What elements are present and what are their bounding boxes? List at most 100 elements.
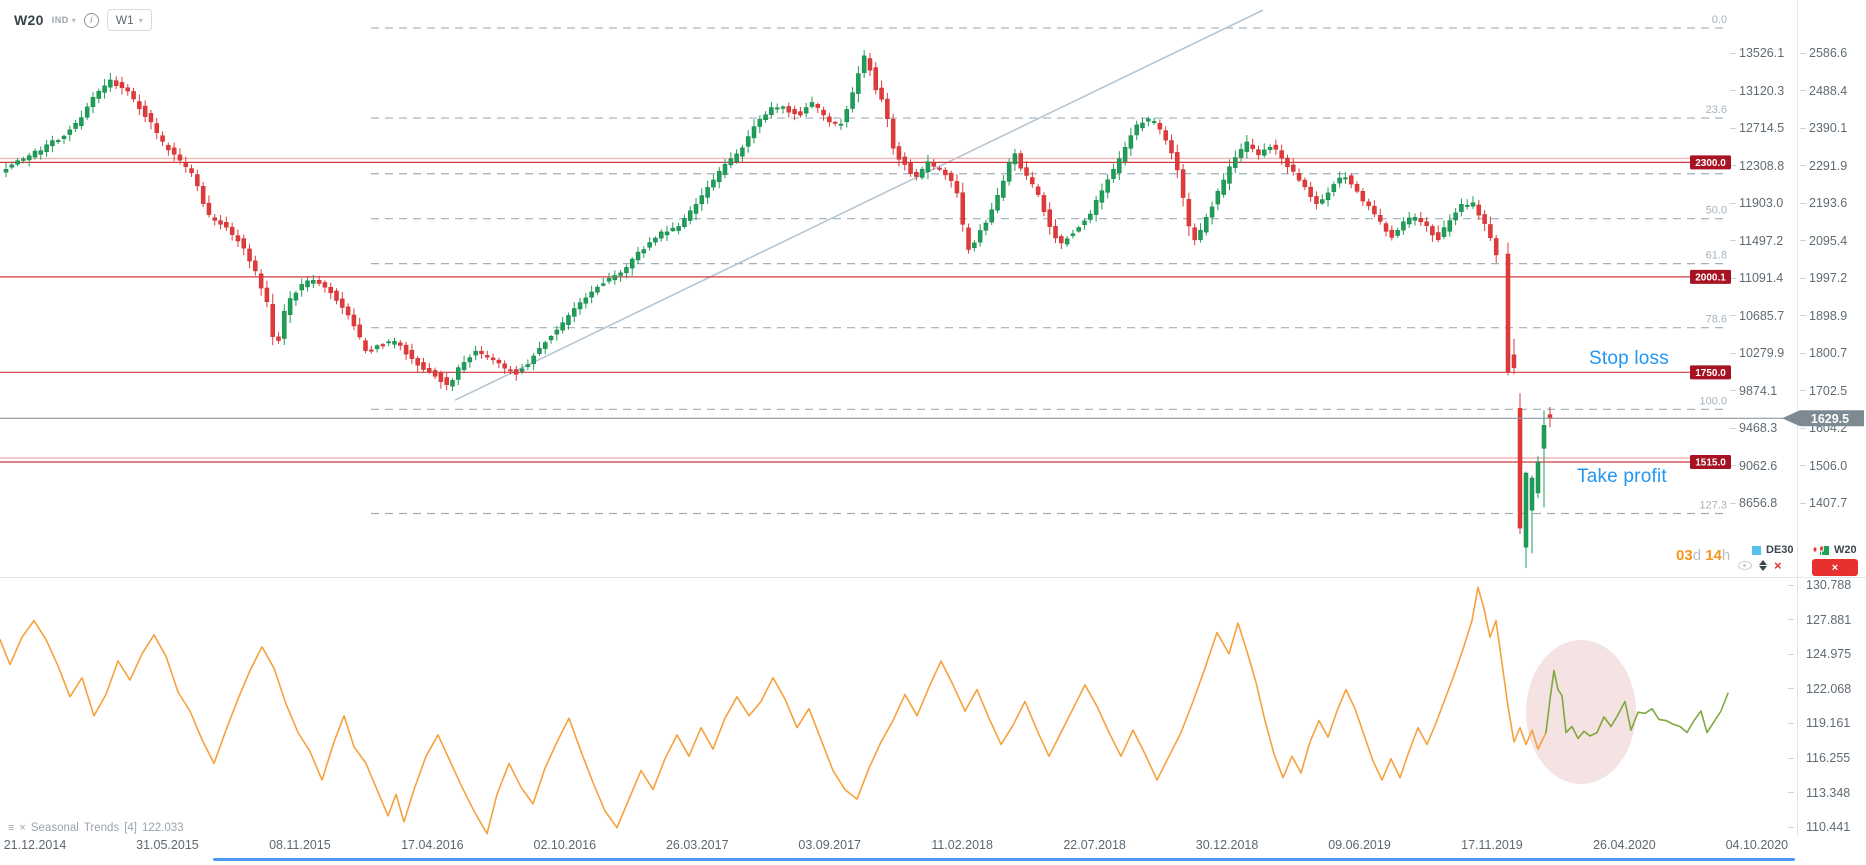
x-axis-date: 04.10.2020 <box>1725 838 1789 852</box>
axis-tick <box>1730 240 1736 241</box>
sort-arrows-icon[interactable] <box>1759 560 1767 571</box>
w20-axis-value: 1506.0 <box>1809 458 1848 473</box>
x-axis-date: 09.06.2019 <box>1328 838 1391 852</box>
axis-tick <box>1730 390 1736 391</box>
svg-text:61.8: 61.8 <box>1706 250 1727 262</box>
svg-text:50.0: 50.0 <box>1706 205 1727 217</box>
de30-axis-value: 13120.3 <box>1739 83 1785 98</box>
axis-tick <box>1800 165 1806 166</box>
de30-axis-value: 10279.9 <box>1739 346 1785 360</box>
info-icon[interactable]: i <box>83 12 99 28</box>
axis-tick <box>1788 584 1794 586</box>
svg-text:100.0: 100.0 <box>1699 395 1727 407</box>
x-axis-date: 22.07.2018 <box>1063 838 1126 852</box>
axis-tick <box>1730 427 1736 429</box>
w20-axis-value: 2095.4 <box>1809 233 1848 248</box>
w20-color-swatch <box>1820 545 1829 555</box>
svg-text:1750.0: 1750.0 <box>1695 368 1726 379</box>
svg-text:1629.5: 1629.5 <box>1811 412 1849 426</box>
svg-text:23.6: 23.6 <box>1706 104 1727 116</box>
de30-axis-value: 9874.1 <box>1739 383 1778 398</box>
indicator-name: Seasonal <box>30 822 79 834</box>
indicator-close-icon[interactable]: × <box>19 822 26 834</box>
legend-de30: DE30 × <box>1738 544 1794 573</box>
timeframe-button[interactable]: W1 ▾ <box>106 9 152 31</box>
instrument-type-dropdown[interactable]: IND ▾ <box>52 15 76 25</box>
x-axis-date: 02.10.2016 <box>533 838 597 852</box>
chart-toolbar: W20 IND ▾ i W1 ▾ <box>14 9 152 31</box>
axis-tick <box>1800 502 1806 504</box>
take-profit-label: Take profit <box>1577 466 1667 487</box>
seasonal-axis-value: 127.881 <box>1806 612 1852 627</box>
stop-loss-label: Stop loss <box>1589 348 1669 369</box>
candlestick-chart[interactable]: 0.0 23.6 50.0 61.8 78.6 100.0 127.3 2300.0 2000.… <box>0 0 1866 577</box>
countdown-hours: 14 <box>1705 547 1722 564</box>
w20-active-badge[interactable]: × <box>1812 544 1858 576</box>
de30-axis-value: 11497.2 <box>1739 233 1784 248</box>
axis-tick <box>1730 277 1736 279</box>
de30-axis-value: 9062.6 <box>1739 458 1778 473</box>
axis-tick <box>1730 465 1736 466</box>
x-axis-date: 17.11.2019 <box>1461 838 1523 852</box>
symbol-name[interactable]: W20 <box>14 12 44 28</box>
de30-axis-value: 12308.8 <box>1739 158 1785 173</box>
axis-tick <box>1800 202 1806 204</box>
indicator-value: 122.033 <box>142 822 184 834</box>
visibility-toggle-icon[interactable] <box>1738 561 1752 570</box>
indicator-menu-icon[interactable]: ≡ <box>8 822 15 834</box>
svg-text:127.3: 127.3 <box>1699 499 1727 511</box>
x-axis-date: 30.12.2018 <box>1195 838 1259 852</box>
de30-legend-label: DE30 <box>1766 544 1794 556</box>
remove-de30-icon[interactable]: × <box>1774 557 1782 573</box>
axis-tick <box>1788 619 1794 621</box>
axis-tick <box>1730 352 1736 354</box>
w20-axis-value: 2291.9 <box>1809 158 1848 173</box>
svg-text:78.6: 78.6 <box>1706 314 1727 326</box>
timeframe-label: W1 <box>115 13 134 27</box>
w20-axis-value: 2586.6 <box>1809 46 1848 60</box>
seasonal-axis-value: 130.788 <box>1806 578 1852 592</box>
svg-text:2000.1: 2000.1 <box>1695 272 1726 283</box>
legend-w20: W20 × <box>1812 544 1858 576</box>
de30-axis-value: 12714.5 <box>1739 121 1785 135</box>
axis-tick <box>1730 502 1736 504</box>
w20-axis-value: 2193.6 <box>1809 196 1848 210</box>
x-axis-date: 31.05.2015 <box>136 838 199 852</box>
w20-axis-value: 1997.2 <box>1809 271 1848 285</box>
axis-tick <box>1800 90 1806 91</box>
seasonal-axis-value: 122.068 <box>1806 681 1852 696</box>
panel-separator-line <box>0 577 1866 578</box>
axis-tick <box>1800 315 1806 316</box>
instrument-type-label: IND <box>51 15 69 25</box>
x-axis-date: 08.11.2015 <box>269 838 331 852</box>
countdown-hours-unit: h <box>1721 547 1731 564</box>
seasonal-trends-chart[interactable] <box>0 577 1866 837</box>
axis-tick <box>1800 127 1806 129</box>
seasonal-axis-value: 116.255 <box>1806 751 1851 765</box>
svg-text:2300.0: 2300.0 <box>1695 158 1726 169</box>
x-axis-date: 03.09.2017 <box>798 838 861 852</box>
de30-axis-value: 9468.3 <box>1739 421 1778 435</box>
de30-axis-value: 11091.4 <box>1739 271 1784 285</box>
seasonal-axis-value: 110.441 <box>1806 820 1851 835</box>
horizontal-scrollbar[interactable] <box>213 858 1795 861</box>
seasonal-axis-value: 113.348 <box>1806 785 1851 800</box>
chevron-down-icon: ▾ <box>138 15 143 25</box>
axis-tick <box>1800 427 1806 429</box>
countdown-days-unit: d <box>1692 547 1702 564</box>
indicator-window: [4] <box>124 822 137 834</box>
axis-tick <box>1788 826 1794 828</box>
axis-tick <box>1800 352 1806 354</box>
axis-tick <box>1730 202 1736 204</box>
x-axis-date: 17.04.2016 <box>401 838 464 852</box>
de30-axis-value: 13526.1 <box>1739 46 1785 60</box>
svg-text:0.0: 0.0 <box>1712 14 1727 26</box>
axis-tick <box>1800 277 1806 279</box>
w20-axis-value: 1800.7 <box>1809 346 1848 360</box>
fibonacci-levels: 0.0 23.6 50.0 61.8 78.6 100.0 127.3 <box>371 14 1727 515</box>
axis-tick <box>1730 127 1736 129</box>
axis-tick <box>1730 165 1736 166</box>
remove-w20-icon[interactable]: × <box>1831 561 1839 574</box>
de30-axis-value: 10685.7 <box>1739 308 1785 323</box>
